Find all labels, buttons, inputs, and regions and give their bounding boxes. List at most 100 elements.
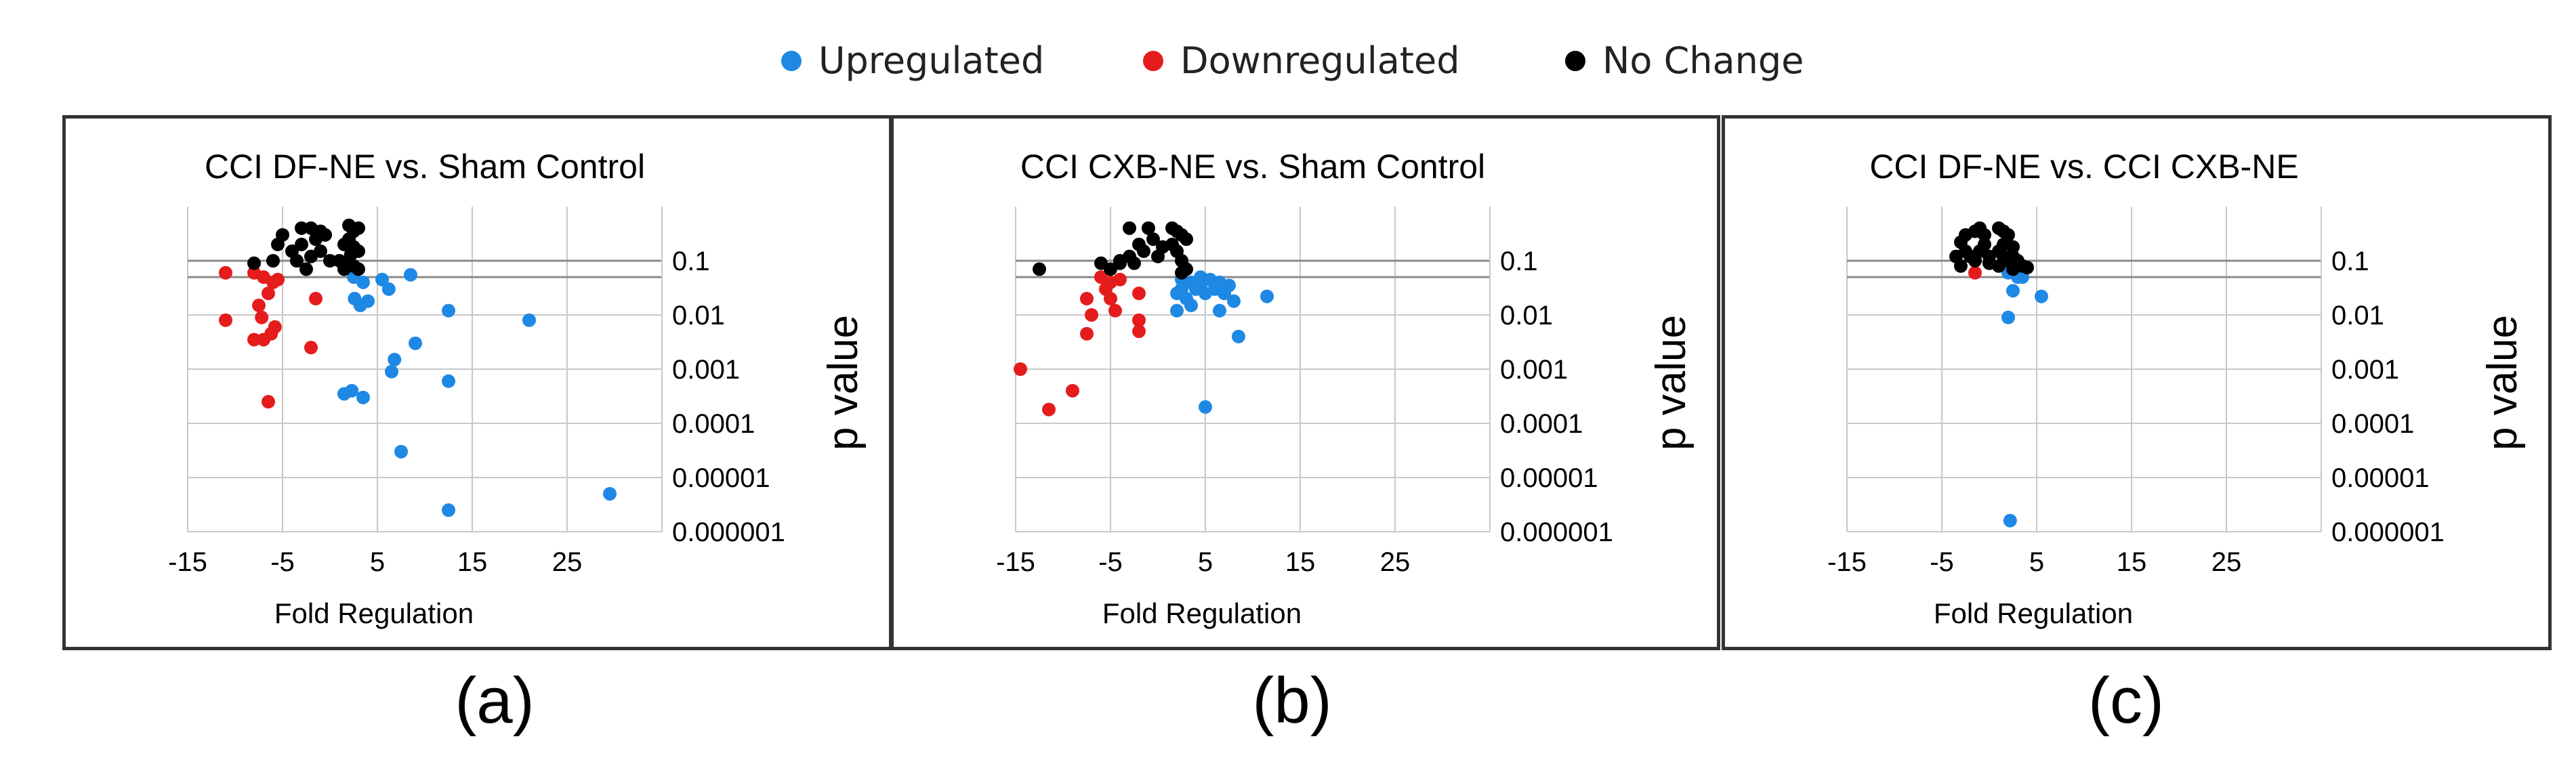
legend-item: No Change <box>1565 39 1804 82</box>
chart-title: CCI CXB-NE vs. Sham Control <box>1020 148 1485 186</box>
series-group <box>247 218 365 276</box>
data-point <box>1137 244 1150 258</box>
scatter-plot-a: CCI DF-NE vs. Sham Control 0.1 0.01 0.001 0.… <box>168 148 867 629</box>
data-point <box>385 364 398 379</box>
data-point <box>1232 329 1245 343</box>
data-point <box>264 326 278 341</box>
scatter-panel-a: CCI DF-NE vs. Sham Control 0.1 0.01 0.001 0.… <box>62 115 892 650</box>
data-point <box>352 262 365 276</box>
series-group <box>337 268 617 517</box>
data-point <box>1132 286 1146 301</box>
series-group <box>2001 266 2048 528</box>
data-point <box>1213 303 1226 318</box>
data-point <box>219 266 232 280</box>
data-point <box>252 298 266 312</box>
legend: Upregulated Downregulated No Change <box>781 39 1804 82</box>
series-group <box>1949 221 2034 276</box>
data-point <box>1170 303 1184 318</box>
data-point <box>394 444 408 459</box>
legend-label: No Change <box>1602 39 1804 82</box>
data-point <box>1978 228 1991 242</box>
data-point <box>290 254 304 268</box>
series-group <box>1033 221 1193 280</box>
data-point <box>1992 259 2006 273</box>
data-point <box>2006 284 2020 298</box>
data-point <box>1080 291 1094 305</box>
data-point <box>247 333 261 347</box>
legend-label: Downregulated <box>1180 39 1460 82</box>
data-point <box>1127 256 1141 270</box>
data-point <box>1227 294 1241 308</box>
data-point <box>1142 221 1155 235</box>
y-tick-label: 0.001 <box>2331 355 2399 385</box>
scatter-plot-c: CCI DF-NE vs. CCI CXB-NE 0.1 0.01 0.001 0.00… <box>1827 148 2526 629</box>
x-axis-label: Fold Regulation <box>274 597 474 629</box>
data-point <box>2006 240 2020 254</box>
panel-label-a: (a) <box>455 664 535 737</box>
data-point <box>1175 266 1188 280</box>
data-point <box>1080 326 1094 341</box>
data-point <box>404 268 417 282</box>
y-tick-label: 0.01 <box>672 301 725 331</box>
x-tick-label: -5 <box>1098 547 1123 577</box>
scatter-plot-b: CCI CXB-NE vs. Sham Control 0.1 0.01 0.001 0… <box>996 148 1695 629</box>
x-tick-label: -5 <box>270 547 295 577</box>
legend-marker <box>781 51 802 71</box>
data-point <box>442 374 455 388</box>
data-point <box>1066 383 1079 398</box>
y-tick-label: 0.001 <box>1500 355 1568 385</box>
data-point <box>1978 237 1991 251</box>
data-point <box>356 390 370 404</box>
x-tick-label: -15 <box>996 547 1035 577</box>
data-point <box>345 383 359 398</box>
data-point <box>1218 286 1231 301</box>
scatter-panel-b: CCI CXB-NE vs. Sham Control 0.1 0.01 0.001 0… <box>890 115 1720 650</box>
y-tick-label: 0.00001 <box>672 463 770 493</box>
data-point <box>271 237 285 251</box>
data-point <box>1113 256 1127 270</box>
data-point <box>295 237 308 251</box>
legend-item: Downregulated <box>1143 39 1460 82</box>
data-point <box>1104 291 1117 305</box>
x-tick-label: 5 <box>2029 547 2044 577</box>
x-tick-label: 5 <box>370 547 385 577</box>
y-tick-label: 0.00001 <box>2331 463 2430 493</box>
data-point <box>1199 400 1212 414</box>
x-tick-label: 25 <box>552 547 583 577</box>
data-point <box>255 310 269 324</box>
data-point <box>1949 249 1963 263</box>
chart-title: CCI DF-NE vs. Sham Control <box>205 148 645 186</box>
y-tick-label: 0.1 <box>672 247 710 276</box>
data-point <box>262 286 275 301</box>
x-tick-label: 15 <box>1285 547 1316 577</box>
data-point <box>1042 402 1056 417</box>
data-point <box>295 221 308 235</box>
y-tick-label: 0.00001 <box>1500 463 1598 493</box>
data-point <box>375 272 389 286</box>
series-group <box>1014 270 1146 417</box>
data-point <box>381 282 396 296</box>
chart-title: CCI DF-NE vs. CCI CXB-NE <box>1869 148 2298 186</box>
scatter-panel-c: CCI DF-NE vs. CCI CXB-NE 0.1 0.01 0.001 0.00… <box>1722 115 2552 650</box>
data-point <box>1014 362 1027 376</box>
data-point <box>309 232 323 247</box>
data-point <box>1033 262 1046 276</box>
data-point <box>247 256 261 270</box>
data-point <box>442 503 455 517</box>
data-point <box>1132 324 1146 339</box>
data-point <box>2003 513 2017 528</box>
data-point <box>2035 289 2048 303</box>
data-point <box>1968 254 1982 268</box>
panel-label-b: (b) <box>1252 664 1332 737</box>
y-axis-label: p value <box>2479 315 2526 450</box>
y-tick-label: 0.0001 <box>2331 409 2414 439</box>
legend-item: Upregulated <box>781 39 1044 82</box>
data-point <box>262 395 275 409</box>
y-tick-label: 0.000001 <box>672 517 785 547</box>
data-point <box>266 254 280 268</box>
data-point <box>1260 289 1274 303</box>
y-tick-label: 0.001 <box>672 355 740 385</box>
data-point <box>2001 310 2015 324</box>
data-point <box>2006 262 2020 276</box>
legend-label: Upregulated <box>818 39 1044 82</box>
